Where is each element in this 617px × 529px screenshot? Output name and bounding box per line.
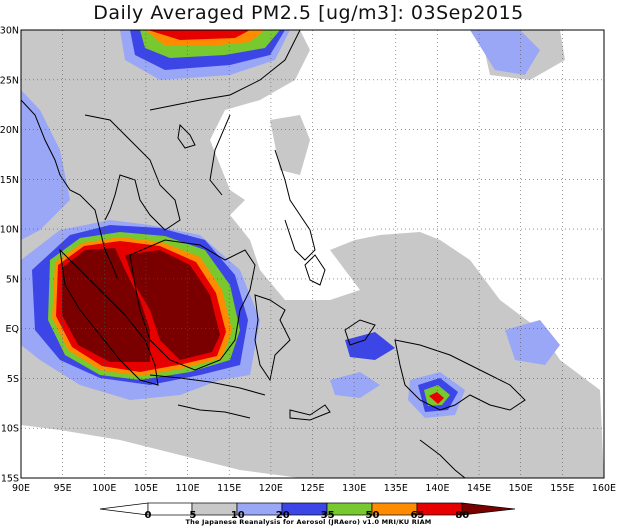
map-title: Daily Averaged PM2.5 [ug/m3]: 03Sep2015 <box>93 2 524 24</box>
lat-tick-label: EQ <box>6 324 19 335</box>
colorbar-level-label: 5 <box>189 510 196 521</box>
colorbar-level-label: 0 <box>145 510 152 521</box>
lat-tick-label: 30N <box>0 26 19 37</box>
field-extreme <box>62 248 220 362</box>
colorbar-arrow-left <box>99 502 149 516</box>
lat-tick-label: 5S <box>7 374 19 385</box>
lon-tick-label: 150E <box>509 483 533 494</box>
lon-tick-label: 110E <box>176 483 200 494</box>
coastlines <box>21 30 526 478</box>
lon-tick-label: 155E <box>550 483 574 494</box>
lon-tick-label: 140E <box>425 483 449 494</box>
lat-tick-label: 25N <box>0 75 19 86</box>
lon-tick-label: 95E <box>54 483 72 494</box>
colorbar-seg-5-10 <box>147 502 193 516</box>
lon-tick-label: 100E <box>92 483 116 494</box>
lon-tick-label: 115E <box>217 483 241 494</box>
lon-tick-label: 130E <box>342 483 366 494</box>
lat-tick-label: 5N <box>6 274 19 285</box>
colorbar-level-label: 50 <box>366 510 380 521</box>
colorbar-arrow-right <box>461 502 516 516</box>
colorbar-level-label: 10 <box>231 510 245 521</box>
colorbar-level-label: 80 <box>455 510 469 521</box>
lat-tick-labels: 30N 25N 20N 15N 10N 5N EQ 5S 10S 15S <box>0 26 19 485</box>
lat-tick-label: 15S <box>1 474 19 485</box>
lon-tick-labels: 90E 95E 100E 105E 110E 115E 120E 125E 130E 135E 14… <box>12 483 616 494</box>
gridlines <box>21 30 604 478</box>
lon-tick-label: 125E <box>300 483 324 494</box>
lon-tick-label: 90E <box>12 483 30 494</box>
colorbar-labels: 0 5 10 20 35 50 65 80 <box>145 510 470 521</box>
lat-tick-label: 20N <box>0 125 19 136</box>
lon-tick-label: 160E <box>592 483 616 494</box>
colorbar-level-label: 65 <box>410 510 424 521</box>
lat-tick-label: 15N <box>0 175 19 186</box>
lon-tick-label: 135E <box>384 483 408 494</box>
lat-tick-label: 10N <box>0 225 19 236</box>
map-frame <box>20 29 605 479</box>
lat-tick-label: 10S <box>1 424 19 435</box>
lon-tick-label: 105E <box>134 483 158 494</box>
concentration-fields <box>21 30 604 478</box>
lon-tick-label: 120E <box>259 483 283 494</box>
colorbar-level-label: 20 <box>276 510 290 521</box>
colorbar-level-label: 35 <box>321 510 335 521</box>
credit-line: The Japanese Reanalysis for Aerosol (JRA… <box>185 518 432 526</box>
lon-tick-label: 145E <box>467 483 491 494</box>
colorbar: 0 5 10 20 35 50 65 80 <box>99 502 516 521</box>
